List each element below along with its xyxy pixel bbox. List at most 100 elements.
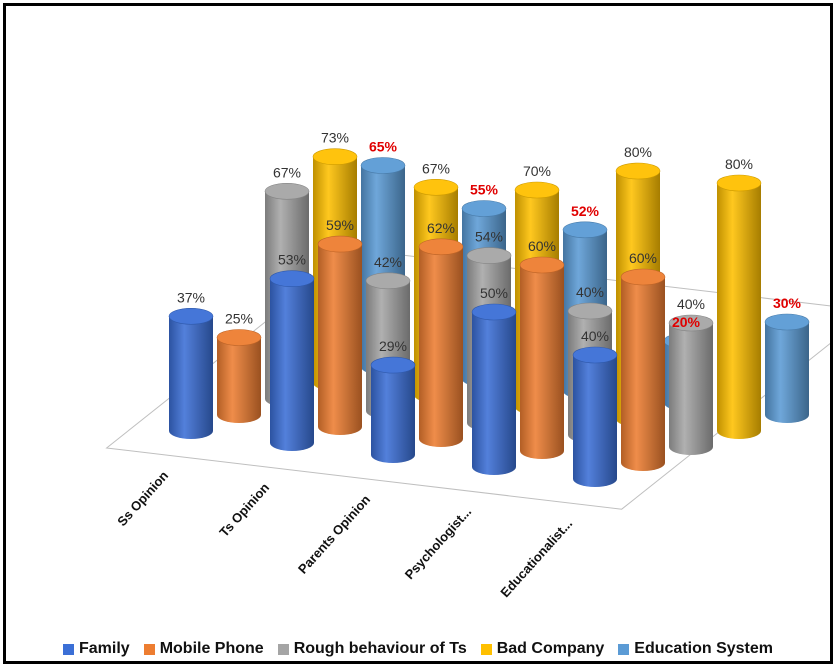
chart-svg: 65% 55% 73% 52% 67% 67% 20% 70% 42% 25% 30% 80% 54% 5… — [105, 130, 830, 600]
cylinder-top — [370, 356, 416, 374]
category-label-psychologist: Psychologist... — [402, 504, 475, 582]
cylinder-rough-behaviour-of-ts-educationalist — [668, 314, 714, 455]
legend-label: Mobile Phone — [159, 640, 264, 657]
value-label-family-ss-opinion: 37% — [177, 289, 205, 305]
value-labels-layer: 65% 55% 73% 52% 67% 67% 20% 70% 42% 25% 30% 80% 54% 5… — [177, 130, 802, 354]
value-label-mobile-phone-educationalist: 60% — [629, 250, 657, 266]
value-label-rough-behaviour-of-ts-ss-opinion: 67% — [273, 164, 301, 180]
cylinder-bad-company-educationalist — [716, 174, 762, 439]
legend-item-education-system: Education System — [618, 640, 773, 658]
cylinder-top — [620, 268, 666, 286]
cylinder-top — [269, 270, 315, 288]
value-label-bad-company-ts-opinion: 67% — [422, 160, 450, 176]
cylinder-top — [466, 247, 512, 264]
cylinder-top — [519, 256, 565, 274]
cylinder-mobile-phone-parents-opinion — [418, 238, 464, 447]
cylinder-body — [270, 278, 314, 451]
legend-item-family: Family — [63, 640, 130, 658]
cylinder-top — [572, 346, 618, 364]
cylinder-top — [418, 238, 464, 256]
value-label-rough-behaviour-of-ts-parents-opinion: 54% — [475, 229, 503, 245]
cylinder-body — [669, 323, 713, 455]
cylinder-top — [317, 235, 363, 253]
legend-swatch — [63, 643, 74, 655]
cylinder-top — [365, 272, 411, 290]
cylinder-family-ts-opinion — [269, 270, 315, 451]
cylinder-education-system-educationalist — [764, 313, 810, 423]
value-label-mobile-phone-parents-opinion: 62% — [427, 220, 455, 236]
cylinder-mobile-phone-educationalist — [620, 268, 666, 471]
chart-frame: 65% 55% 73% 52% 67% 67% 20% 70% 42% 25% 30% 80% 54% 5… — [3, 3, 833, 664]
value-label-education-system-parents-opinion: 52% — [571, 203, 600, 219]
value-label-education-system-psychologist: 20% — [672, 314, 701, 330]
cylinder-family-ss-opinion — [168, 307, 214, 439]
cylinder-top — [168, 307, 214, 325]
cylinder-body — [169, 316, 213, 439]
legend-swatch — [143, 643, 155, 655]
value-label-bad-company-parents-opinion: 70% — [523, 163, 551, 179]
cylinder-body — [217, 337, 261, 423]
cylinder-body — [520, 265, 564, 459]
cylinder-top — [471, 303, 517, 321]
value-label-family-psychologist: 50% — [480, 285, 508, 301]
legend: Family Mobile Phone Rough behaviour of Ts B… — [6, 636, 830, 662]
legend-swatch — [277, 643, 289, 655]
cylinder-family-psychologist — [471, 303, 517, 475]
value-label-education-system-ss-opinion: 65% — [369, 139, 398, 155]
cylinder-top — [764, 313, 810, 331]
cylinder-top — [562, 221, 608, 239]
legend-label: Education System — [634, 640, 773, 657]
legend-swatch — [618, 643, 630, 655]
value-label-bad-company-psychologist: 80% — [624, 144, 652, 160]
cylinder-top — [716, 174, 762, 192]
value-label-education-system-ts-opinion: 55% — [470, 182, 499, 198]
legend-item-bad-company: Bad Company — [480, 640, 605, 658]
cylinder-body — [318, 244, 362, 435]
value-label-bad-company-educationalist: 80% — [725, 156, 753, 172]
value-label-family-parents-opinion: 29% — [379, 338, 407, 354]
category-label-educationalist: Educationalist... — [497, 516, 575, 600]
legend-item-rough-behaviour-of-ts: Rough behaviour of Ts — [277, 640, 467, 658]
category-label-parents-opinion: Parents Opinion — [295, 492, 373, 577]
value-label-family-educationalist: 40% — [581, 328, 609, 344]
cylinder-mobile-phone-ts-opinion — [317, 235, 363, 435]
value-label-mobile-phone-psychologist: 60% — [528, 238, 556, 254]
cylinder-top — [567, 302, 613, 320]
legend-item-mobile-phone: Mobile Phone — [143, 640, 264, 658]
legend-label: Family — [79, 640, 130, 657]
cylinder-top — [312, 148, 358, 165]
value-label-mobile-phone-ts-opinion: 59% — [326, 217, 354, 233]
cylinder-body — [472, 312, 516, 475]
cylinder-body — [717, 183, 761, 439]
cylinder-top — [216, 329, 262, 346]
legend-label: Bad Company — [496, 640, 605, 657]
value-label-mobile-phone-ss-opinion: 25% — [225, 311, 253, 327]
cylinder-body — [765, 322, 809, 423]
category-label-ts-opinion: Ts Opinion — [216, 480, 272, 540]
cylinder-family-parents-opinion — [370, 356, 416, 463]
value-label-family-ts-opinion: 53% — [278, 252, 306, 268]
value-label-education-system-educationalist: 30% — [773, 295, 802, 311]
cylinder-body — [621, 277, 665, 471]
cylinder-top — [413, 179, 459, 196]
value-label-rough-behaviour-of-ts-ts-opinion: 42% — [374, 254, 402, 270]
cylinder-mobile-phone-psychologist — [519, 256, 565, 459]
cylinder-top — [461, 200, 507, 217]
legend-label: Rough behaviour of Ts — [293, 640, 467, 657]
cylinder-top — [668, 314, 714, 332]
cylinders-layer — [168, 148, 810, 487]
cylinder-top — [514, 181, 560, 199]
value-label-rough-behaviour-of-ts-educationalist: 40% — [677, 296, 705, 312]
cylinder-body — [573, 355, 617, 487]
value-label-bad-company-ss-opinion: 73% — [321, 130, 349, 146]
cylinder-top — [264, 183, 310, 200]
cylinder-body — [419, 246, 463, 447]
cylinder-top — [360, 157, 406, 174]
cylinder-body — [371, 365, 415, 463]
value-label-rough-behaviour-of-ts-psychologist: 40% — [576, 284, 604, 300]
cylinder-family-educationalist — [572, 346, 618, 487]
legend-swatch — [480, 643, 492, 655]
category-label-ss-opinion: Ss Opinion — [114, 468, 171, 529]
cylinder-top — [615, 162, 661, 180]
cylinder-mobile-phone-ss-opinion — [216, 329, 262, 423]
